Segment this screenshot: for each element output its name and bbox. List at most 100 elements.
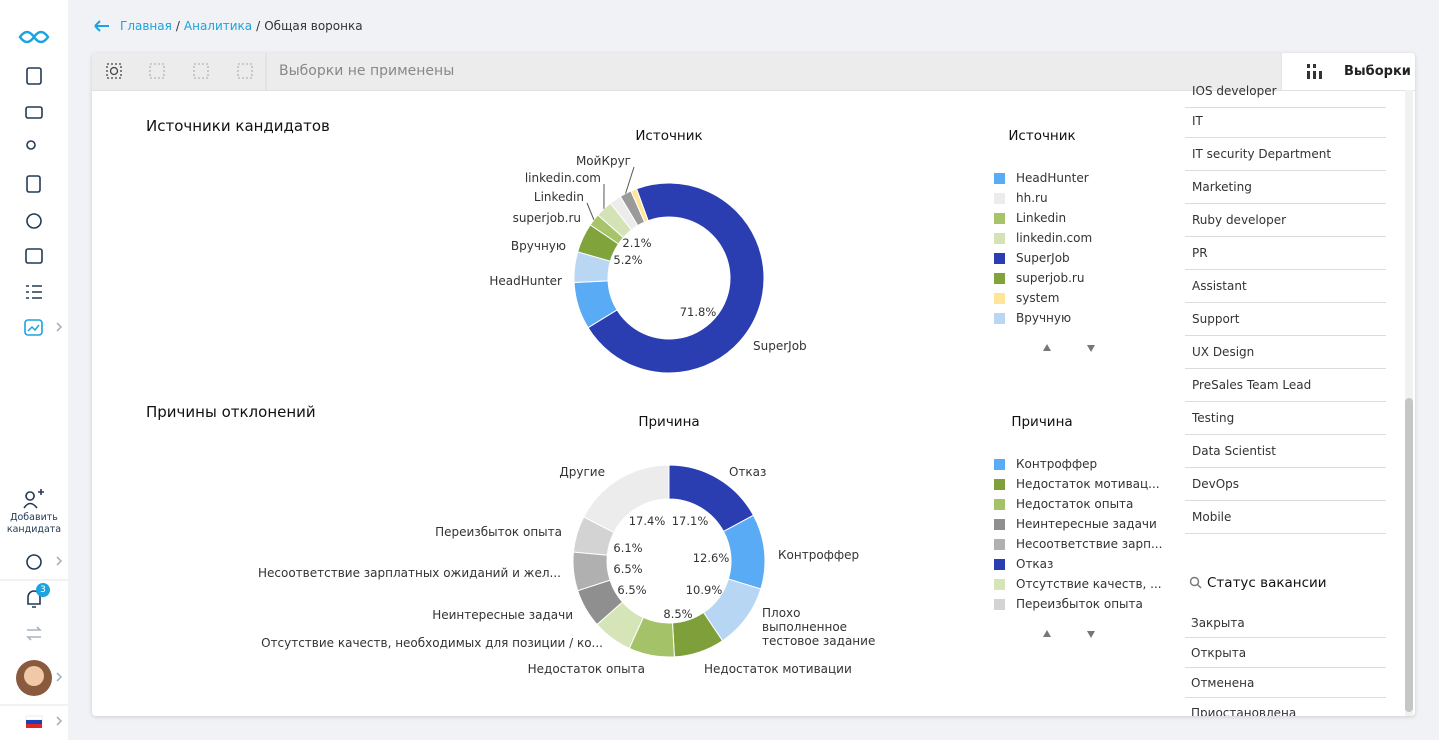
legend-item[interactable]: SuperJob <box>1016 251 1070 265</box>
nav-icon-vacancies[interactable] <box>26 67 42 85</box>
legend-page-up[interactable] <box>1043 344 1051 351</box>
legend-item[interactable]: Несоответствие зарп... <box>1016 537 1163 551</box>
legend-item[interactable]: Неинтересные задачи <box>1016 517 1157 531</box>
legend-item[interactable]: hh.ru <box>1016 191 1048 205</box>
chevrons <box>56 322 63 726</box>
value-label: 10.9% <box>685 583 723 597</box>
separator <box>1185 368 1386 369</box>
filter-item[interactable]: IT security Department <box>1192 147 1332 161</box>
filter-item[interactable]: Testing <box>1192 411 1235 425</box>
status-item[interactable]: Приостановлена <box>1191 706 1297 716</box>
filter-item[interactable]: PR <box>1192 246 1208 260</box>
breadcrumb-separator: / <box>175 19 180 33</box>
nav-icon-docs[interactable] <box>26 175 41 193</box>
nav-icon-calendar[interactable] <box>25 248 43 264</box>
chart-title: Источник <box>635 128 703 144</box>
add-candidate-label[interactable]: Добавить кандидата <box>6 512 62 535</box>
nav-icon-tasks[interactable] <box>26 285 42 299</box>
legend-item[interactable]: Linkedin <box>1016 211 1067 225</box>
legend-item[interactable]: Контроффер <box>1016 457 1098 471</box>
separator <box>1185 434 1386 435</box>
legend-item[interactable]: system <box>1016 291 1060 305</box>
slice-label: МойКруг <box>575 154 631 168</box>
nav-icon-hot[interactable] <box>26 213 42 229</box>
slice-label: Контроффер <box>778 548 860 562</box>
slice-label: Отказ <box>729 465 767 479</box>
legend-page-down[interactable] <box>1087 631 1095 638</box>
filter-item[interactable]: UX Design <box>1192 345 1255 359</box>
legend-swatch <box>994 579 1005 590</box>
legend-item[interactable]: Недостаток опыта <box>1016 497 1134 511</box>
separator <box>1185 302 1386 303</box>
slice-label: HeadHunter <box>489 274 562 288</box>
filter-item[interactable]: Data Scientist <box>1192 444 1276 458</box>
nav-icon-jobs[interactable] <box>25 106 43 119</box>
legend-swatch <box>994 293 1005 304</box>
tool-settings[interactable] <box>237 63 253 79</box>
value-label: 17.4% <box>628 514 666 528</box>
breadcrumb[interactable]: Главная <box>120 19 172 33</box>
legend-swatch <box>994 173 1005 184</box>
legend-item[interactable]: Отсутствие качеств, ... <box>1016 577 1162 591</box>
filter-item[interactable]: Mobile <box>1192 510 1232 524</box>
legend-item[interactable]: Отказ <box>1016 557 1054 571</box>
slice-label: superjob.ru <box>512 211 581 225</box>
saved-filters[interactable]: Выборки <box>1281 53 1415 91</box>
nav-icon-analytics-active[interactable] <box>24 319 43 336</box>
filter-item[interactable]: DevOps <box>1192 477 1240 491</box>
filter-item[interactable]: PreSales Team Lead <box>1192 378 1312 392</box>
filter-item[interactable]: Marketing <box>1192 180 1252 194</box>
nav-icon-add[interactable] <box>26 554 42 570</box>
slice-label: Несоответствие зарплатных ожиданий и жел… <box>257 566 561 580</box>
flag-red[interactable] <box>26 724 42 728</box>
value-label: 17.1% <box>671 514 709 528</box>
value-label: 6.5% <box>617 583 647 597</box>
nav-icon-switch[interactable] <box>26 626 42 641</box>
legend-swatch <box>994 459 1005 470</box>
filter-item[interactable]: Support <box>1192 312 1240 326</box>
status-item[interactable]: Отменена <box>1191 676 1255 690</box>
scrollbar-thumb[interactable] <box>1405 398 1413 712</box>
slice-label: Переизбыток опыта <box>435 525 562 539</box>
value-label: 71.8% <box>679 305 717 319</box>
filter-item[interactable]: Ruby developer <box>1192 213 1287 227</box>
legend-page-down[interactable] <box>1087 345 1095 352</box>
separator <box>1185 667 1386 668</box>
legend-item[interactable]: Недостаток мотивац... <box>1016 477 1160 491</box>
tool-redo[interactable] <box>193 63 209 79</box>
tool-undo[interactable] <box>149 63 165 79</box>
separator <box>1185 170 1386 171</box>
legend-item[interactable]: linkedin.com <box>1016 231 1093 245</box>
nav-icon-bell[interactable] <box>27 590 41 608</box>
back-arrow[interactable] <box>92 18 112 34</box>
separator <box>1185 697 1386 698</box>
status-item[interactable]: Закрыта <box>1191 616 1245 630</box>
nav-icon-candidates[interactable] <box>26 140 36 150</box>
legend-item[interactable]: Переизбыток опыта <box>1016 597 1143 611</box>
legend-item[interactable]: superjob.ru <box>1016 271 1085 285</box>
saved-filters-button[interactable]: Выборки <box>1344 64 1411 79</box>
status-item[interactable]: Открыта <box>1191 646 1247 660</box>
legend-item[interactable]: Вручную <box>1016 311 1072 325</box>
separator <box>1185 107 1386 108</box>
legend-swatch <box>994 539 1005 550</box>
legend-swatch <box>994 273 1005 284</box>
legend-item[interactable]: HeadHunter <box>1016 171 1089 185</box>
value-label: 5.2% <box>613 253 643 267</box>
filter-item[interactable]: IOS developer <box>1192 84 1277 98</box>
tool-select[interactable] <box>106 63 122 79</box>
filter-item[interactable]: IT <box>1192 114 1203 128</box>
filter-status: Выборки не применены <box>279 63 455 79</box>
slice-label: Плохо выполненное тестовое задание <box>762 606 876 648</box>
filter-item[interactable]: Assistant <box>1192 279 1247 293</box>
breadcrumb: Общая воронка <box>264 19 363 33</box>
analytics-glyph <box>27 324 40 332</box>
add-candidate-icon[interactable] <box>23 489 44 509</box>
breadcrumb[interactable]: Аналитика <box>183 19 253 33</box>
avatar-face <box>24 666 44 686</box>
grid-icon <box>1307 64 1322 79</box>
separator <box>1185 637 1386 638</box>
legend-page-up[interactable] <box>1043 630 1051 637</box>
